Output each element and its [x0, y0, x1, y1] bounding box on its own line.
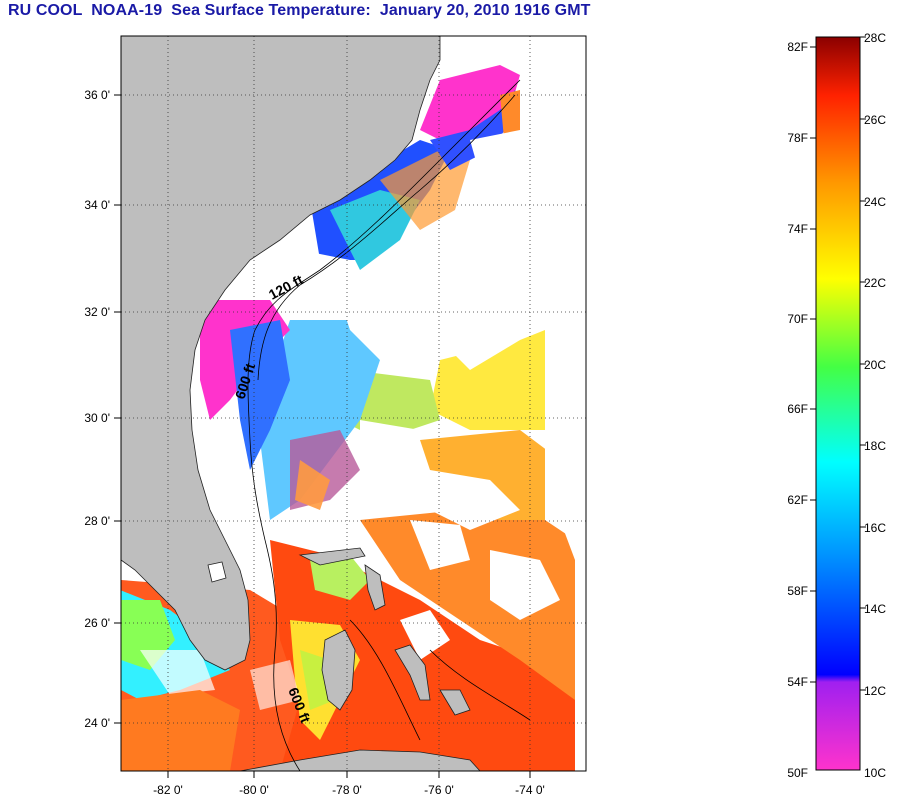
bathymetry-contours: [247, 79, 531, 771]
graticule: [121, 36, 586, 771]
lat-label: 28 0': [84, 514, 110, 528]
colorbar-f-label: 82F: [787, 40, 808, 54]
map-axis-ticks: [114, 94, 531, 778]
colorbar-c-label: 26C: [864, 113, 886, 127]
colorbar-gradient: [815, 36, 861, 771]
us-southeast-coast: [121, 36, 441, 671]
lat-label: 24 0': [84, 716, 110, 730]
colorbar-c-label: 12C: [864, 684, 886, 698]
abaco-island: [364, 564, 386, 611]
bahama-cays: [394, 644, 431, 701]
colorbar-c-label: 10C: [864, 766, 886, 780]
lon-label: -76 0': [424, 783, 454, 797]
colorbar-f-label: 74F: [787, 222, 808, 236]
colorbar-c-label: 14C: [864, 602, 886, 616]
colorbar-f-label: 66F: [787, 402, 808, 416]
colorbar-c-label: 24C: [864, 195, 886, 209]
colorbar-c-label: 16C: [864, 521, 886, 535]
map-frame: [120, 35, 587, 772]
lat-label: 36 0': [84, 88, 110, 102]
lon-label: -74 0': [515, 783, 545, 797]
lat-label: 32 0': [84, 305, 110, 319]
cloud-mask: [250, 36, 586, 771]
colorbar-f-label: 50F: [787, 766, 808, 780]
map-panel: 120 ft 600 ft 600 ft: [121, 36, 586, 771]
lon-label: -82 0': [153, 783, 183, 797]
cuba-coast: [239, 749, 481, 771]
lat-label: 34 0': [84, 198, 110, 212]
map-title: RU COOL NOAA-19 Sea Surface Temperature:…: [8, 2, 591, 19]
andros-island: [321, 629, 356, 711]
lat-label: 26 0': [84, 616, 110, 630]
colorbar-c-label: 20C: [864, 358, 886, 372]
colorbar-c-label: 28C: [864, 31, 886, 45]
colorbar-f-label: 78F: [787, 131, 808, 145]
colorbar-f-label: 54F: [787, 675, 808, 689]
colorbar-c-label: 18C: [864, 439, 886, 453]
lon-label: -80 0': [239, 783, 269, 797]
colorbar-f-label: 70F: [787, 312, 808, 326]
lon-label: -78 0': [332, 783, 362, 797]
celsius-labels: 28C 26C 24C 22C 20C 18C 16C 14C 12C 10C: [864, 31, 886, 780]
exuma-cays: [439, 689, 471, 716]
lat-label: 30 0': [84, 411, 110, 425]
colorbar-c-label: 22C: [864, 276, 886, 290]
grand-bahama: [298, 547, 366, 566]
colorbar-f-label: 62F: [787, 493, 808, 507]
longitude-labels: -82 0' -80 0' -78 0' -76 0' -74 0': [153, 783, 545, 797]
land-mass: [121, 36, 481, 771]
temperature-colorbar: 82F 78F 74F 70F 66F 62F 58F 54F 50F 28C …: [787, 31, 886, 780]
colorbar-f-label: 58F: [787, 584, 808, 598]
latitude-labels: 36 0' 34 0' 32 0' 30 0' 28 0' 26 0' 24 0…: [84, 88, 110, 730]
lake-okeechobee: [207, 561, 227, 583]
fahrenheit-labels: 82F 78F 74F 70F 66F 62F 58F 54F 50F: [787, 40, 808, 780]
